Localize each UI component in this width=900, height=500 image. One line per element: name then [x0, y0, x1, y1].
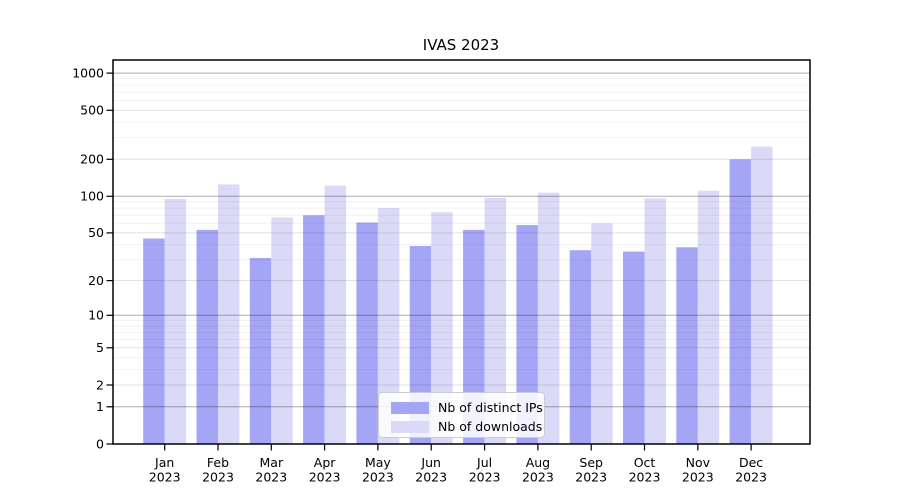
- bar-downloads-mar: [271, 217, 293, 444]
- bar-downloads-jan: [164, 199, 187, 444]
- x-tick-label: Sep 2023: [575, 455, 607, 485]
- legend-item-distinct-ips: Nb of distinct IPs: [391, 398, 544, 417]
- bar-downloads-dec: [751, 146, 773, 444]
- y-tick-label: 1000: [72, 65, 104, 80]
- bar-downloads-sep: [591, 223, 613, 444]
- legend-swatch-downloads-icon: [391, 420, 429, 433]
- y-tick-label: 100: [80, 189, 104, 204]
- bar-downloads-may: [377, 208, 400, 444]
- bar-ips-jan: [143, 238, 165, 444]
- y-tick-label: 20: [88, 273, 104, 288]
- x-tick-label: Jan 2023: [149, 455, 181, 485]
- x-tick-label: Nov 2023: [682, 455, 714, 485]
- bar-ips-nov: [676, 247, 698, 444]
- bar-downloads-jul: [484, 197, 507, 444]
- bar-downloads-aug: [537, 192, 560, 444]
- legend-label-distinct-ips: Nb of distinct IPs: [438, 400, 543, 415]
- axes-box: [112, 59, 811, 445]
- x-tick-label: Aug 2023: [522, 455, 554, 485]
- y-tick-label: 500: [80, 103, 104, 118]
- legend-item-downloads: Nb of downloads: [391, 417, 544, 436]
- legend-swatch-ips-icon: [391, 401, 429, 414]
- x-tick-label: Apr 2023: [309, 455, 341, 485]
- x-tick-label: Dec 2023: [735, 455, 767, 485]
- y-tick-label: 1: [96, 399, 104, 414]
- bar-ips-feb: [196, 229, 218, 444]
- bar-ips-dec: [729, 159, 752, 445]
- x-tick-label: Jun 2023: [415, 455, 447, 485]
- bar-ips-mar: [249, 258, 272, 444]
- y-tick-label: 200: [80, 152, 104, 167]
- x-tick-label: Mar 2023: [255, 455, 287, 485]
- legend: Nb of distinct IPs Nb of downloads: [378, 392, 545, 438]
- x-tick-label: May 2023: [362, 455, 394, 485]
- bar-ips-may: [356, 222, 378, 444]
- bar-ips-sep: [569, 250, 592, 444]
- x-tick-label: Feb 2023: [202, 455, 234, 485]
- bar-downloads-feb: [218, 184, 240, 444]
- chart-title: IVAS 2023: [422, 36, 500, 54]
- bar-ips-jul: [463, 229, 485, 444]
- y-tick-label: 10: [88, 308, 104, 323]
- bar-downloads-nov: [697, 190, 720, 444]
- bar-downloads-oct: [644, 198, 666, 444]
- legend-label-downloads: Nb of downloads: [438, 419, 543, 434]
- x-tick-label: Oct 2023: [629, 455, 661, 485]
- y-tick-label: 5: [96, 340, 104, 355]
- y-tick-label: 50: [88, 225, 104, 240]
- bar-ips-aug: [516, 225, 538, 444]
- x-tick-label: Jul 2023: [469, 455, 501, 485]
- bar-downloads-jun: [431, 212, 453, 444]
- bar-ips-apr: [303, 215, 325, 444]
- y-tick-label: 0: [96, 436, 104, 451]
- bar-downloads-apr: [324, 185, 347, 444]
- bar-ips-oct: [623, 251, 645, 444]
- y-tick-label: 2: [96, 377, 104, 392]
